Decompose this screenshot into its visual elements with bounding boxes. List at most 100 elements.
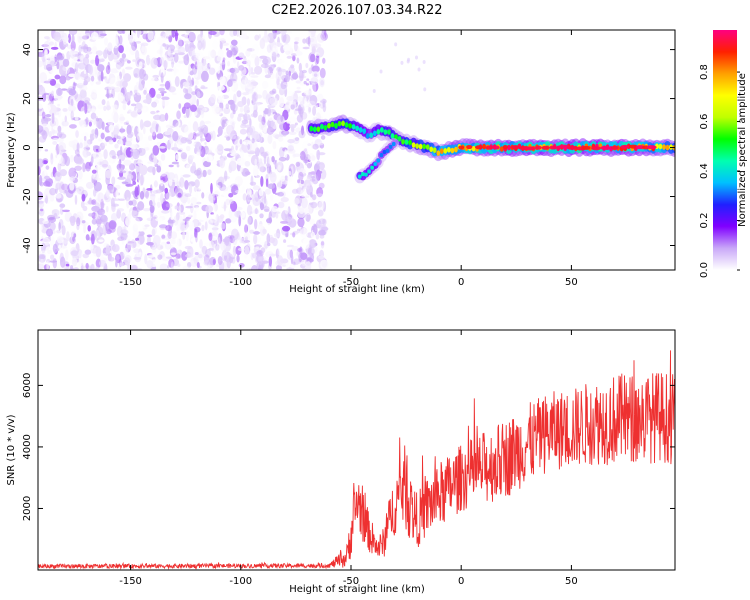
signal-peak [558,144,570,149]
noise-blob [40,258,44,268]
noise-blob [285,187,289,199]
noise-blob [58,221,61,231]
noise-blob [244,246,250,255]
noise-blob [101,213,106,223]
noise-blob [252,252,256,259]
noise-blob [201,192,205,199]
noise-blob [100,201,105,210]
noise-blob [59,207,64,215]
noise-blob [301,125,305,136]
noise-blob [142,30,148,35]
noise-blob [80,46,88,50]
noise-blob [276,78,280,86]
snr-xtick-label: -150 [119,576,142,587]
noise-blob [310,201,318,209]
signal-blob [316,126,321,132]
noise-blob [177,37,183,49]
noise-blob [136,132,144,141]
noise-blob [308,239,317,249]
noise-blob [83,43,89,54]
noise-blob [56,55,64,61]
noise-blob [117,176,126,180]
noise-blob [295,127,302,133]
noise-blob [175,154,179,161]
noise-blob [164,131,172,136]
noise-blob [173,215,179,226]
noise-blob [73,233,77,238]
noise-blob [254,218,258,230]
noise-blob [254,55,260,67]
noise-blob [122,103,127,111]
noise-blob [66,231,70,242]
noise-blob [279,68,285,79]
colorbar-tick-label: 0.4 [699,163,710,179]
noise-blob [284,233,289,238]
noise-blob [167,238,176,242]
noise-blob [271,205,278,213]
noise-blob [117,160,121,164]
noise-blob [85,181,94,189]
noise-blob [284,205,289,215]
noise-blob [310,77,319,85]
noise-blob [74,116,79,121]
noise-blob [305,36,311,45]
noise-blob [159,45,163,57]
signal-peak [646,145,657,150]
noise-blob [305,257,312,261]
noise-blob [95,215,100,219]
noise-blob [101,159,109,169]
noise-blob [91,46,98,55]
noise-blob [281,68,287,73]
noise-blob [78,44,83,53]
noise-blob [199,120,205,129]
noise-blob [217,236,221,247]
signal-peak [502,144,508,149]
noise-blob [317,93,324,101]
noise-blob [277,136,284,142]
noise-blob [174,30,179,42]
noise-blob [201,62,209,73]
noise-blob [292,54,296,62]
noise-blob [49,78,57,86]
noise-blob [43,80,52,84]
noise-blob [240,143,244,151]
noise-blob [146,172,154,176]
noise-blob [232,245,237,257]
noise-blob [185,164,191,173]
noise-blob [132,149,140,160]
noise-blob [117,92,124,103]
noise-blob [236,254,240,263]
noise-blob [72,236,75,242]
noise-blob [230,39,238,46]
signal-blob [429,146,434,153]
noise-blob [254,191,260,202]
noise-blob [77,62,87,70]
signal-blob [388,144,393,149]
noise-blob [95,116,99,128]
noise-blob [219,214,225,220]
noise-blob [123,159,132,166]
noise-blob [126,197,130,209]
noise-blob [105,139,109,143]
noise-blob [105,188,110,199]
noise-blob [137,159,143,167]
noise-blob [88,265,92,270]
noise-blob [170,252,177,256]
noise-blob [196,61,204,71]
noise-blob [112,37,120,49]
noise-blob [70,250,79,257]
noise-blob [311,45,316,55]
noise-blob [317,209,324,217]
noise-blob [164,100,169,108]
noise-blob [247,216,252,225]
noise-blob [312,143,319,150]
noise-blob [318,229,326,236]
signal-blob [376,158,381,163]
noise-blob [96,208,106,216]
noise-blob [238,263,245,268]
noise-blob [372,88,376,93]
signal-peak [566,145,578,150]
noise-blob [187,258,194,262]
noise-blob [297,96,303,102]
noise-blob [81,124,87,134]
